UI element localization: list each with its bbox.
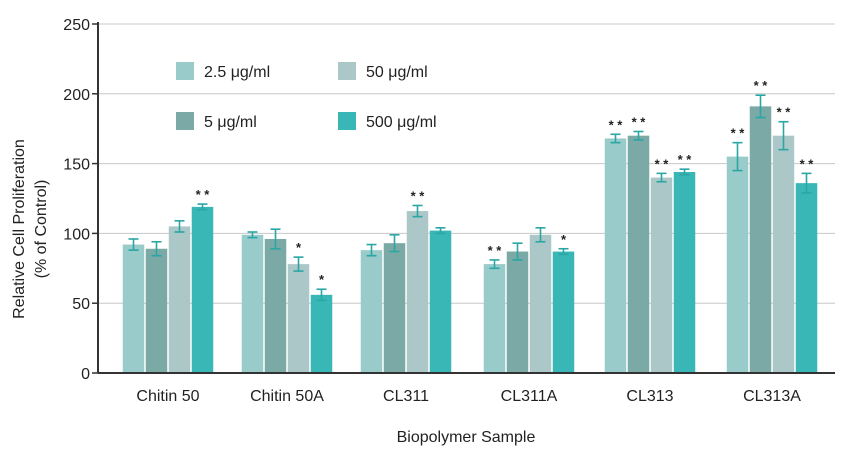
legend: 2.5 μg/ml 50 μg/ml 5 μg/ml 500 μg/ml <box>176 62 437 131</box>
y-tick-label: 100 <box>63 226 90 243</box>
bar-chitin-50-series-3 <box>168 226 191 373</box>
y-tick-label: 0 <box>81 366 90 383</box>
bar-cl313-series-1 <box>604 138 627 373</box>
bar-cl311-series-4 <box>429 230 452 373</box>
bar-chitin-50-series-4 <box>191 206 214 373</box>
bar-cl311a-series-3 <box>529 234 552 373</box>
bar-cl313a-series-3 <box>772 135 795 373</box>
significance-label: * * <box>800 156 815 171</box>
x-tick-label: Chitin 50A <box>250 388 324 405</box>
significance-label: * * <box>678 152 693 167</box>
x-category-labels: Chitin 50 Chitin 50A CL311 CL311A CL313 CL313… <box>136 388 801 405</box>
legend-swatch <box>338 62 356 80</box>
bar-cl313a-series-2 <box>749 106 772 373</box>
bar-cl311-series-1 <box>360 250 383 373</box>
bar-chitin-50a-series-2 <box>264 238 287 373</box>
legend-swatch <box>338 112 356 130</box>
x-axis-title: Biopolymer Sample <box>397 429 536 446</box>
x-tick-label: CL311 <box>383 388 429 405</box>
axes <box>92 22 835 374</box>
legend-swatch <box>176 62 194 80</box>
legend-item-1: 2.5 μg/ml <box>176 62 270 81</box>
x-tick-label: CL313A <box>743 388 801 405</box>
grid-lines <box>98 23 835 304</box>
significance-label: * <box>319 272 325 287</box>
significance-label: * * <box>632 114 647 129</box>
y-tick-label: 50 <box>72 296 90 313</box>
bar-chitin-50a-series-4 <box>310 294 333 373</box>
y-tick-label: 200 <box>63 87 90 104</box>
significance-label: * * <box>731 126 746 141</box>
significance-label: * * <box>609 117 624 132</box>
bar-chitin-50-series-1 <box>122 244 145 373</box>
significance-label: * <box>296 240 302 255</box>
bar-cl313a-series-1 <box>726 156 749 373</box>
legend-item-4: 500 μg/ml <box>338 112 437 131</box>
significance-label: * * <box>777 105 792 120</box>
bar-cl313-series-4 <box>673 171 696 373</box>
bar-cl311-series-2 <box>383 243 406 373</box>
significance-label: * * <box>655 156 670 171</box>
significance-label: * * <box>411 188 426 203</box>
legend-label: 5 μg/ml <box>204 114 257 131</box>
significance-label: * * <box>488 243 503 258</box>
legend-item-3: 50 μg/ml <box>338 62 428 81</box>
legend-label: 50 μg/ml <box>366 64 428 81</box>
y-axis-title-line1: Relative Cell Proliferation <box>11 139 28 319</box>
bar-chitin-50a-series-1 <box>241 234 264 373</box>
bar-chitin-50-series-2 <box>145 248 168 373</box>
bar-cl313-series-2 <box>627 135 650 373</box>
bar-chitin-50a-series-3 <box>287 264 310 373</box>
legend-label: 2.5 μg/ml <box>204 64 270 81</box>
bar-cl311a-series-4 <box>552 251 575 373</box>
significance-label: * * <box>196 187 211 202</box>
legend-label: 500 μg/ml <box>366 114 437 131</box>
x-tick-label: Chitin 50 <box>136 388 199 405</box>
bars: * * * * * * * * * * * * * * * * * * * * * * * * * <box>122 78 818 373</box>
significance-label: * <box>561 232 567 247</box>
y-axis-title-line2: (% of Control) <box>33 180 50 279</box>
bar-cl311a-series-1 <box>483 264 506 373</box>
legend-swatch <box>176 112 194 130</box>
bar-cl311-series-3 <box>406 211 429 373</box>
x-tick-label: CL313 <box>626 388 673 405</box>
bar-cl311a-series-2 <box>506 251 529 373</box>
bar-cl313a-series-4 <box>795 183 818 373</box>
significance-label: * * <box>754 78 769 93</box>
y-tick-labels: 0 50 100 150 200 250 <box>63 17 90 383</box>
bar-cl313-series-3 <box>650 177 673 373</box>
x-tick-label: CL311A <box>501 388 558 405</box>
y-tick-label: 250 <box>63 17 90 34</box>
legend-item-2: 5 μg/ml <box>176 112 257 131</box>
y-tick-label: 150 <box>63 157 90 174</box>
